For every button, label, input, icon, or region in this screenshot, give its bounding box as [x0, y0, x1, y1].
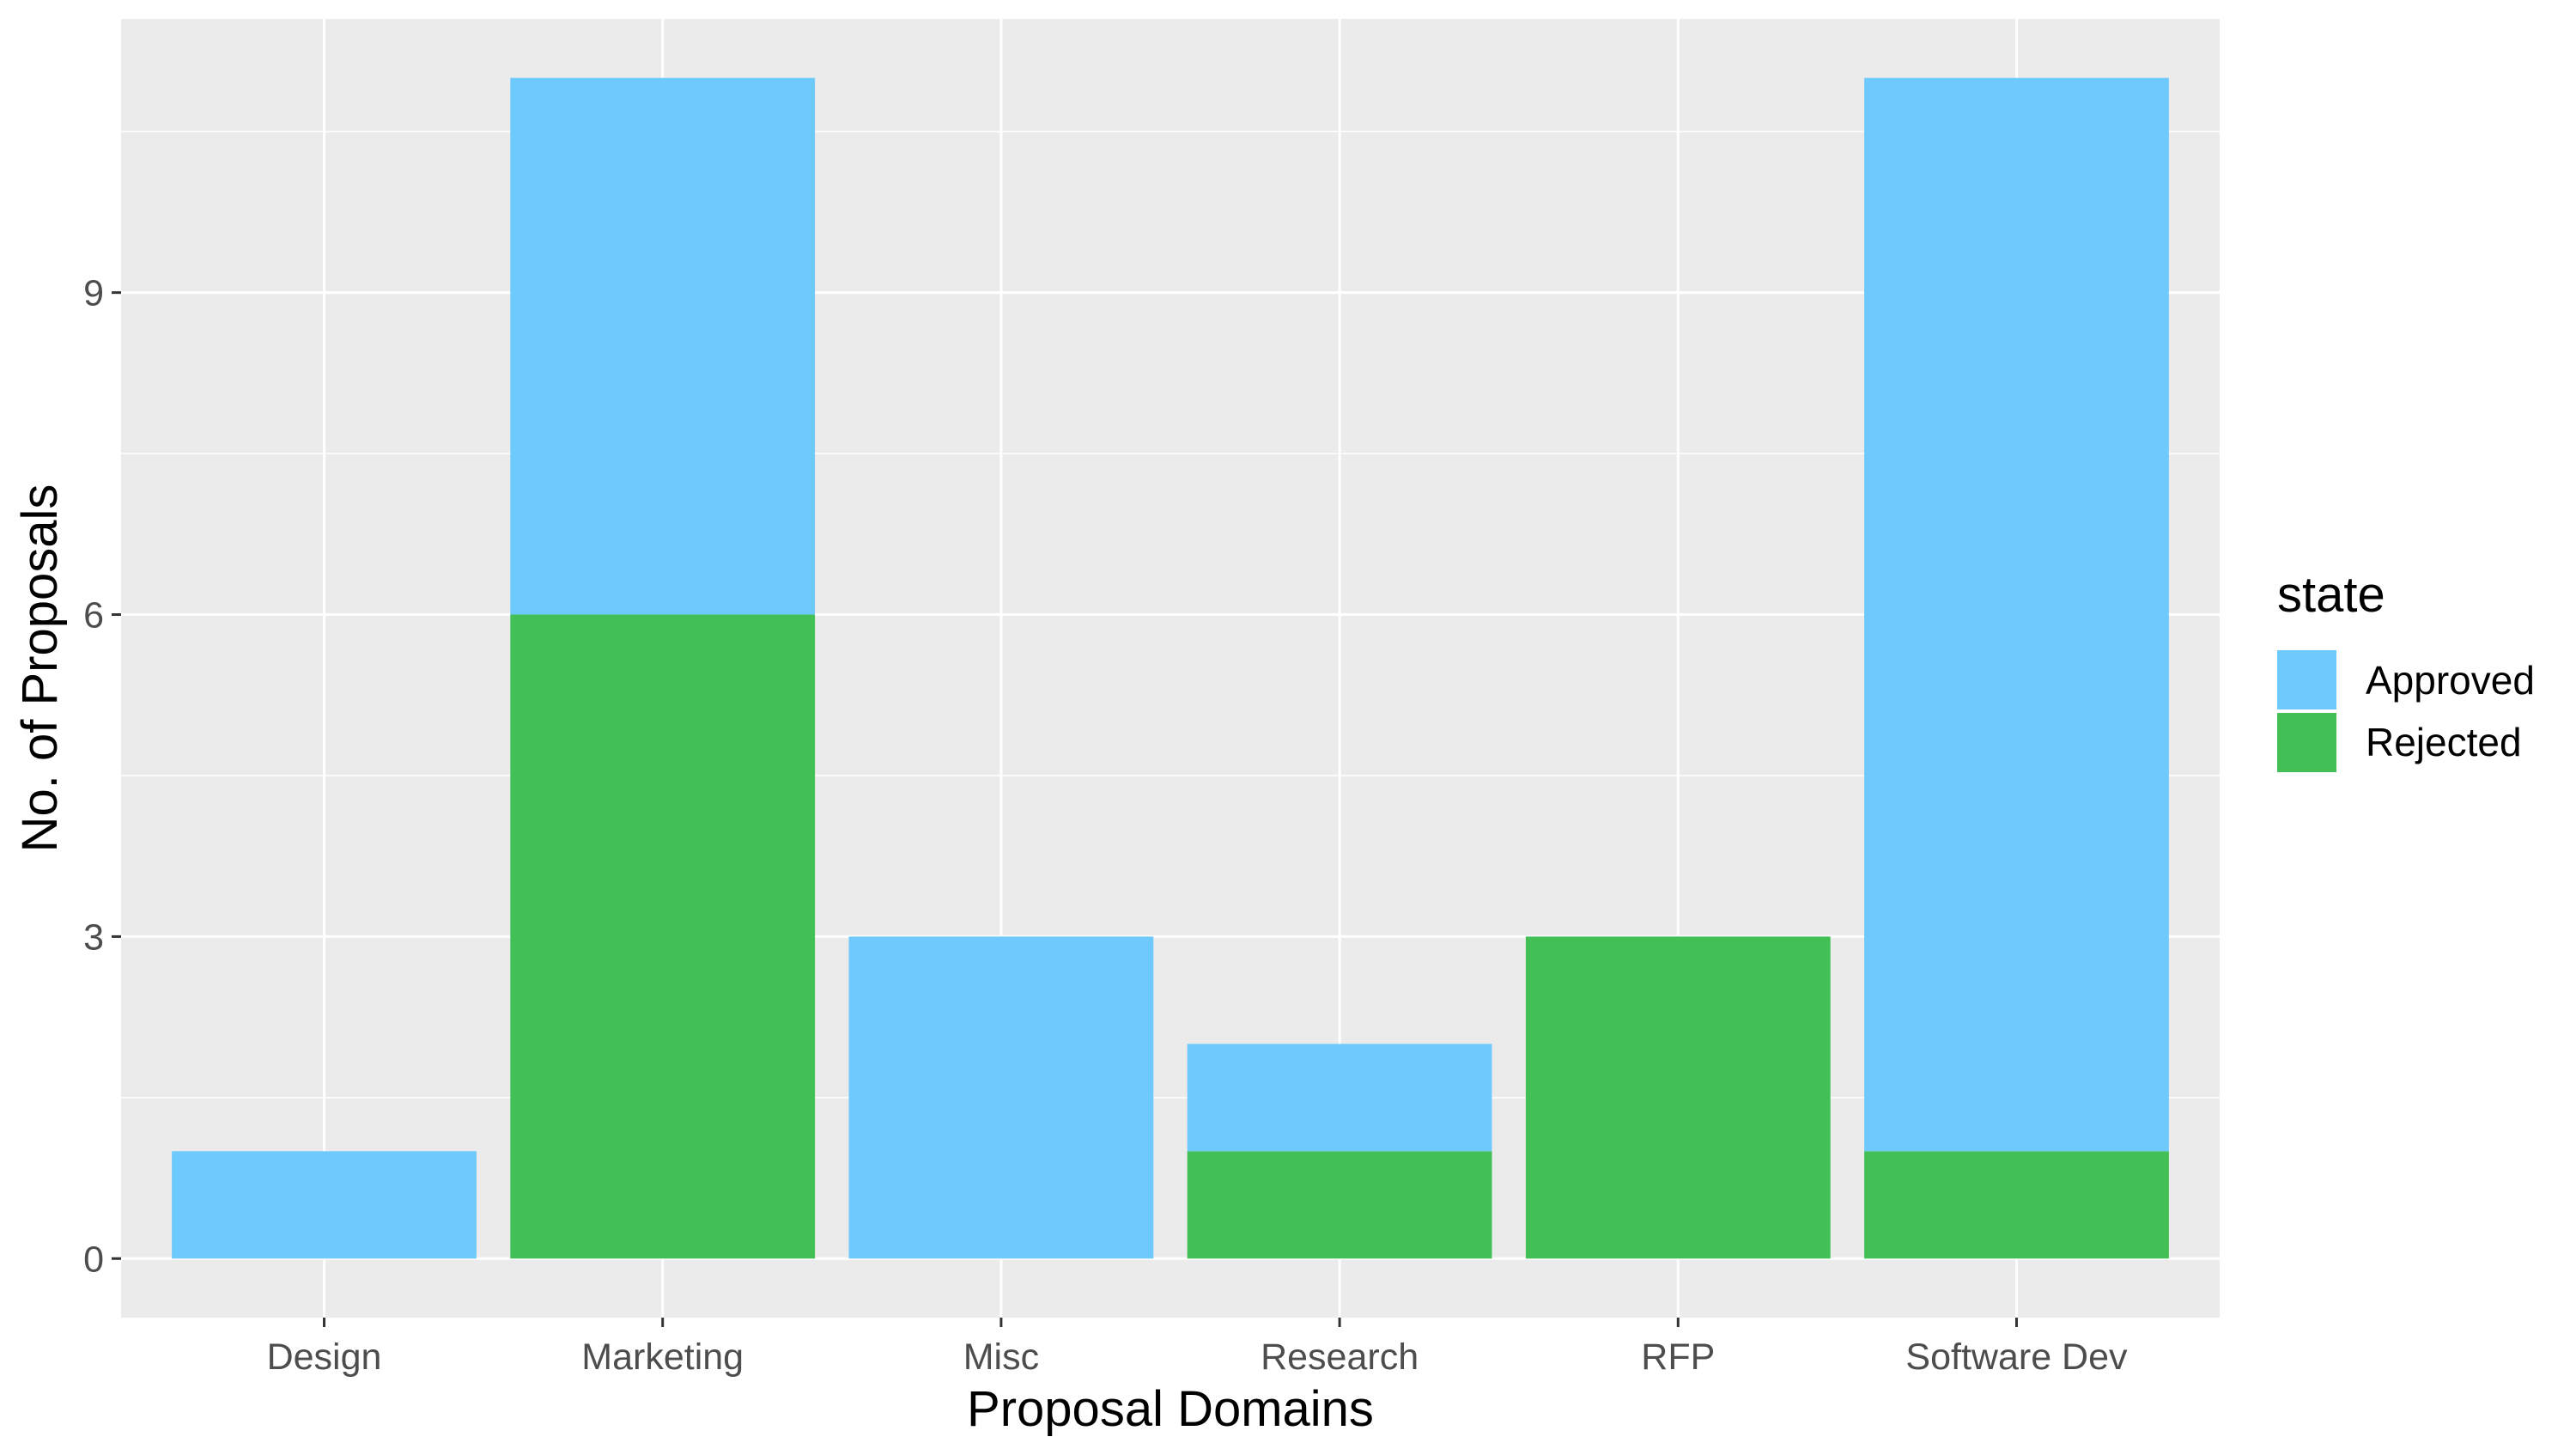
bar-rejected	[1187, 1151, 1492, 1259]
x-axis: Design Marketing Misc Research RFP Software D…	[267, 1318, 2128, 1378]
bar-rejected	[1864, 1151, 2169, 1259]
x-tick-label: Software Dev	[1905, 1336, 2128, 1378]
x-axis-title: Proposal Domains	[967, 1381, 1374, 1437]
bar-approved	[1864, 77, 2169, 1152]
x-tick-label: Research	[1261, 1336, 1419, 1378]
y-tick-label: 6	[83, 595, 104, 636]
bar-approved	[1187, 1044, 1492, 1152]
bar-approved	[172, 1151, 477, 1259]
legend-key-approved	[2277, 650, 2336, 709]
bar-approved	[510, 77, 816, 615]
bar-series	[172, 77, 2169, 1259]
y-axis-title: No. of Proposals	[12, 484, 68, 853]
legend-title: state	[2277, 567, 2385, 623]
y-tick-label: 9	[83, 273, 104, 314]
y-tick-label: 0	[83, 1239, 104, 1280]
x-tick-label: RFP	[1641, 1336, 1715, 1378]
legend-label-approved: Approved	[2366, 658, 2535, 703]
x-tick-label: Design	[267, 1336, 382, 1378]
y-axis: 0 3 6 9	[83, 273, 121, 1280]
x-tick-label: Marketing	[581, 1336, 744, 1378]
legend-label-rejected: Rejected	[2366, 720, 2522, 764]
legend: state Approved Rejected	[2277, 567, 2535, 772]
y-tick-label: 3	[83, 916, 104, 958]
legend-key-rejected	[2277, 713, 2336, 772]
bar-approved	[848, 936, 1154, 1259]
x-tick-label: Misc	[963, 1336, 1039, 1378]
bar-rejected	[1525, 936, 1831, 1259]
bar-rejected	[510, 614, 816, 1259]
